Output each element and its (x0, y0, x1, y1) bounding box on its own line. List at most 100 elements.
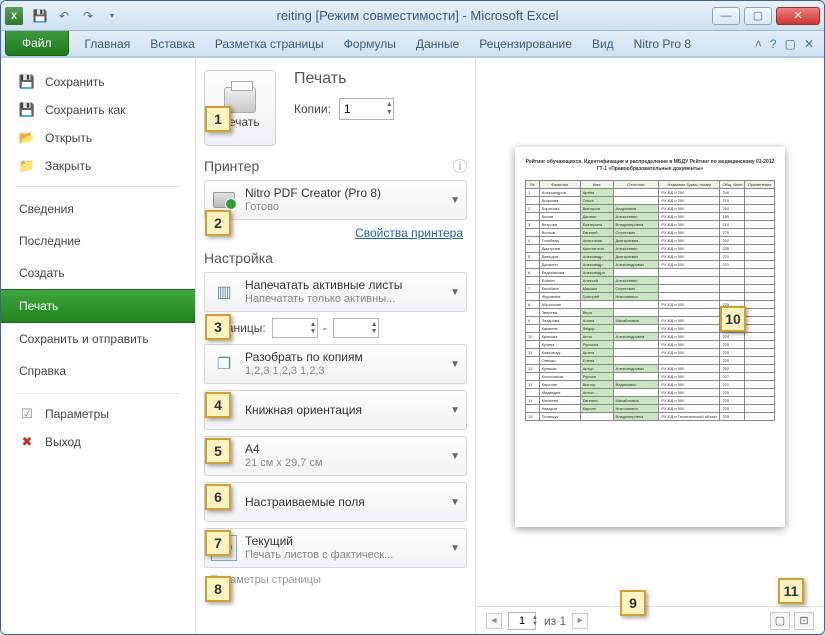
ribbon-min-icon[interactable]: ˄ (755, 37, 762, 51)
tab-view[interactable]: Вид (582, 31, 624, 56)
callout-marker: 2 (205, 210, 231, 236)
settings-section-h: Настройка (204, 250, 467, 266)
setting-papersize[interactable]: ▭ A421 см x 29,7 см ▼ (204, 436, 467, 476)
callout-marker: 1 (205, 106, 231, 132)
wnd-restore-icon[interactable]: ▢ (785, 37, 796, 51)
sidebar-item-share[interactable]: Сохранить и отправить (1, 323, 195, 355)
titlebar: X 💾 ↶ ↷ ▾ reiting [Режим совместимости] … (1, 1, 824, 31)
setting-orientation[interactable]: ▯ Книжная ориентация ▼ (204, 390, 467, 430)
sidebar-item-recent[interactable]: Последние (1, 225, 195, 257)
prev-page-button[interactable]: ◂ (486, 613, 502, 629)
zoom-page-button[interactable]: ⊡ (794, 612, 814, 630)
setting-print-area[interactable]: ▥ Напечатать активные листыНапечатать то… (204, 272, 467, 312)
callout-marker: 11 (778, 578, 804, 604)
callout-marker: 10 (720, 306, 746, 332)
callout-marker: 9 (620, 590, 646, 616)
sidebar-item-close[interactable]: 📁 Закрыть (1, 152, 195, 180)
sidebar-item-new[interactable]: Создать (1, 257, 195, 289)
tab-layout[interactable]: Разметка страницы (205, 31, 334, 56)
qat-redo-icon[interactable]: ↷ (77, 5, 99, 27)
window-buttons: — ▢ ✕ (712, 7, 820, 25)
close-folder-icon: 📁 (19, 158, 35, 174)
copies-label: Копии: (294, 102, 331, 116)
sidebar-item-exit[interactable]: ✖ Выход (1, 428, 195, 456)
tab-insert[interactable]: Вставка (140, 31, 205, 56)
show-margins-button[interactable]: ▢ (770, 612, 790, 630)
printer-props-link[interactable]: Свойства принтера (208, 226, 463, 240)
chevron-down-icon: ▼ (450, 287, 460, 298)
save-icon: 💾 (19, 74, 35, 90)
maximize-button[interactable]: ▢ (744, 7, 772, 25)
tab-formulas[interactable]: Формулы (334, 31, 406, 56)
copies-row: Копии: ▲▼ (294, 98, 467, 120)
exit-icon: ✖ (19, 434, 35, 450)
collate-icon: ❐ (211, 351, 237, 377)
sidebar-sep (15, 186, 181, 187)
chevron-down-icon: ▼ (450, 497, 460, 508)
printer-section-h: Принтерi (204, 158, 467, 174)
sheets-icon: ▥ (211, 279, 237, 305)
wnd-close-icon[interactable]: ✕ (804, 37, 814, 51)
sidebar-item-info[interactable]: Сведения (1, 193, 195, 225)
setting-margins[interactable]: ◫ Настраиваемые поля ▼ (204, 482, 467, 522)
sidebar-item-help[interactable]: Справка (1, 355, 195, 387)
page-of-label: из 1 (544, 614, 566, 628)
page-spinner[interactable]: ▲▼ (532, 615, 538, 627)
print-heading: Печать (294, 70, 467, 88)
info-icon[interactable]: i (453, 159, 467, 173)
open-icon: 📂 (19, 130, 35, 146)
sidebar-label: Открыть (45, 131, 92, 145)
callout-marker: 3 (205, 314, 231, 340)
sidebar-item-open[interactable]: 📂 Открыть (1, 124, 195, 152)
ribbon: Файл Главная Вставка Разметка страницы Ф… (1, 31, 824, 57)
excel-icon: X (5, 7, 23, 25)
page-setup-link[interactable]: Параметры страницы (204, 574, 467, 586)
help-icon[interactable]: ? (770, 37, 777, 51)
chevron-down-icon: ▼ (450, 195, 460, 206)
preview-page: Рейтинг обучающихся. Идентификация и рас… (515, 147, 785, 527)
preview-canvas: Рейтинг обучающихся. Идентификация и рас… (476, 58, 824, 606)
preview-table: №ФамилияИмяОтчествоНазвание буквы, номер… (525, 180, 775, 421)
tab-home[interactable]: Главная (75, 31, 141, 56)
tab-review[interactable]: Рецензирование (469, 31, 582, 56)
callout-marker: 5 (205, 438, 231, 464)
printer-select[interactable]: Nitro PDF Creator (Pro 8)Готово ▼ (204, 180, 467, 220)
pages-sep: - (323, 321, 327, 335)
callout-marker: 7 (205, 530, 231, 556)
qat-save-icon[interactable]: 💾 (29, 5, 51, 27)
callout-marker: 6 (205, 484, 231, 510)
print-block: Печать Печать Копии: ▲▼ (204, 70, 467, 146)
minimize-button[interactable]: — (712, 7, 740, 25)
quick-access-toolbar: X 💾 ↶ ↷ ▾ (5, 5, 123, 27)
preview-page-title: Рейтинг обучающихся. Идентификация и рас… (525, 159, 775, 172)
sidebar-item-saveas[interactable]: 💾Сохранить как (1, 96, 195, 124)
sidebar-label: Выход (45, 435, 81, 449)
qat-dd-icon[interactable]: ▾ (101, 5, 123, 27)
preview-nav: ◂ ▲▼ из 1 ▸ ▢ ⊡ (476, 606, 824, 634)
print-right: Печать Копии: ▲▼ (294, 70, 467, 146)
printer-name: Nitro PDF Creator (Pro 8) (245, 186, 442, 200)
tab-data[interactable]: Данные (406, 31, 469, 56)
sidebar-label: Сохранить (45, 75, 105, 89)
next-page-button[interactable]: ▸ (572, 613, 588, 629)
setting-collate[interactable]: ❐ Разобрать по копиям1,2,3 1,2,3 1,2,3 ▼ (204, 344, 467, 384)
callout-marker: 4 (205, 392, 231, 418)
window-title: reiting [Режим совместимости] - Microsof… (123, 8, 712, 23)
sidebar-label: Сохранить как (45, 103, 125, 117)
options-icon: ☑ (19, 406, 35, 422)
app-window: X 💾 ↶ ↷ ▾ reiting [Режим совместимости] … (0, 0, 825, 635)
callout-marker: 8 (205, 576, 231, 602)
sidebar-item-options[interactable]: ☑Параметры (1, 400, 195, 428)
tab-nitro[interactable]: Nitro Pro 8 (624, 31, 701, 56)
close-button[interactable]: ✕ (776, 7, 820, 25)
sidebar-label: Закрыть (45, 159, 91, 173)
sidebar-item-save[interactable]: 💾 Сохранить (1, 68, 195, 96)
file-sidebar: 💾 Сохранить 💾Сохранить как 📂 Открыть 📁 Закр… (1, 58, 196, 634)
sidebar-sep (15, 393, 181, 394)
file-tab[interactable]: Файл (5, 31, 69, 56)
qat-undo-icon[interactable]: ↶ (53, 5, 75, 27)
sidebar-item-print[interactable]: Печать (1, 289, 195, 323)
setting-scaling[interactable]: 100 ТекущийПечать листов с фактическ... … (204, 528, 467, 568)
copies-spinner[interactable]: ▲▼ (386, 101, 393, 117)
pages-row: Страницы: ▲▼ - ▲▼ (204, 318, 467, 338)
